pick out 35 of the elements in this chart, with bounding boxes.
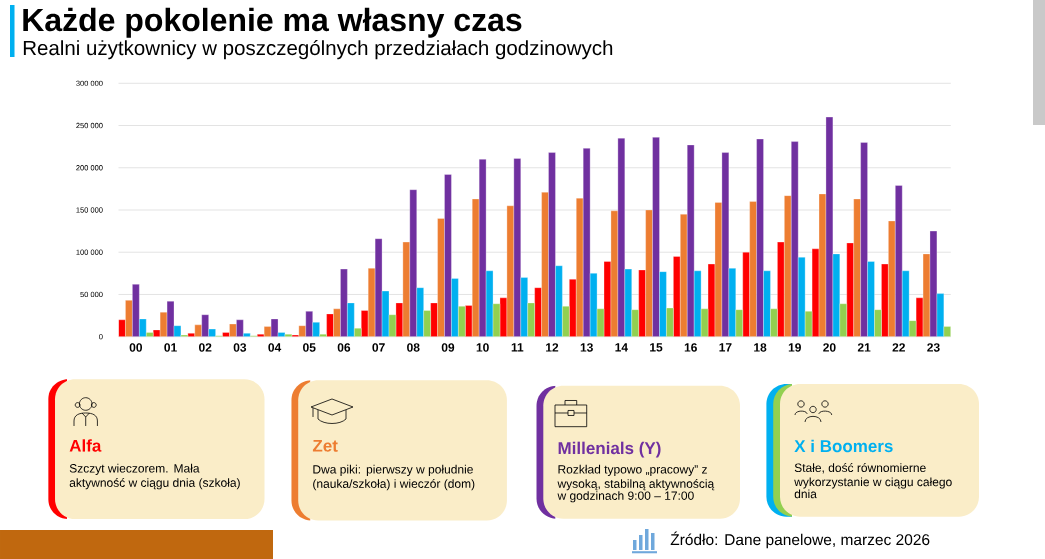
text: Alfa: [69, 439, 102, 452]
x-tick-label: 22: [892, 343, 905, 352]
x-tick-label: 00: [129, 343, 143, 352]
x-tick-label: 06: [337, 343, 351, 352]
x-tick-label: 19: [788, 343, 801, 352]
x-tick-label: 04: [268, 343, 282, 352]
x-tick-label: 01: [164, 343, 177, 352]
text: X i Boomers: [794, 439, 893, 453]
text: Źródło: Dane panelowe, marzec 2026: [670, 531, 930, 549]
x-tick-label: 17: [719, 343, 732, 352]
text: Szczyt wieczorem. Mała aktywność w ciągu dnia (szkoła): [69, 463, 240, 490]
chart-title: Każde pokolenie ma własny czas: [23, 7, 522, 38]
x-tick-label: 12: [546, 343, 559, 352]
x-tick-label: 11: [511, 343, 524, 352]
chart-subtitle: Realni użytkownicy w poszczególnych przedziałach godzinowych: [23, 39, 613, 60]
x-tick-label: 09: [441, 343, 455, 352]
x-tick-label: 21: [857, 343, 871, 352]
x-tick-label: 20: [823, 343, 836, 352]
text: Dwa piki: pierwszy w południe (nauka/szkoła) i wieczór (dom): [313, 464, 475, 491]
text: Millenials (Y): [558, 441, 661, 458]
x-tick-label: 23: [927, 343, 940, 352]
x-tick-label: 16: [684, 343, 697, 352]
x-tick-label: 05: [303, 343, 316, 352]
text: Rozkład typowo „pracowy” z wysoką, stabilną aktywnością w godzinach 9:00 – 17:00: [557, 464, 715, 503]
x-tick-label: 07: [372, 343, 385, 352]
x-tick-label: 18: [754, 343, 767, 352]
x-tick-label: 02: [199, 343, 212, 352]
text: Stałe, dość równomierne wykorzystanie w ciągu całego dnia: [794, 463, 952, 499]
x-tick-label: 03: [233, 343, 247, 352]
x-tick-label: 08: [407, 343, 420, 352]
x-tick-label: 14: [615, 343, 628, 352]
text: Zet: [312, 439, 338, 452]
x-tick-label: 15: [650, 343, 663, 352]
x-tick-label: 13: [580, 343, 593, 352]
x-tick-label: 10: [476, 343, 489, 352]
